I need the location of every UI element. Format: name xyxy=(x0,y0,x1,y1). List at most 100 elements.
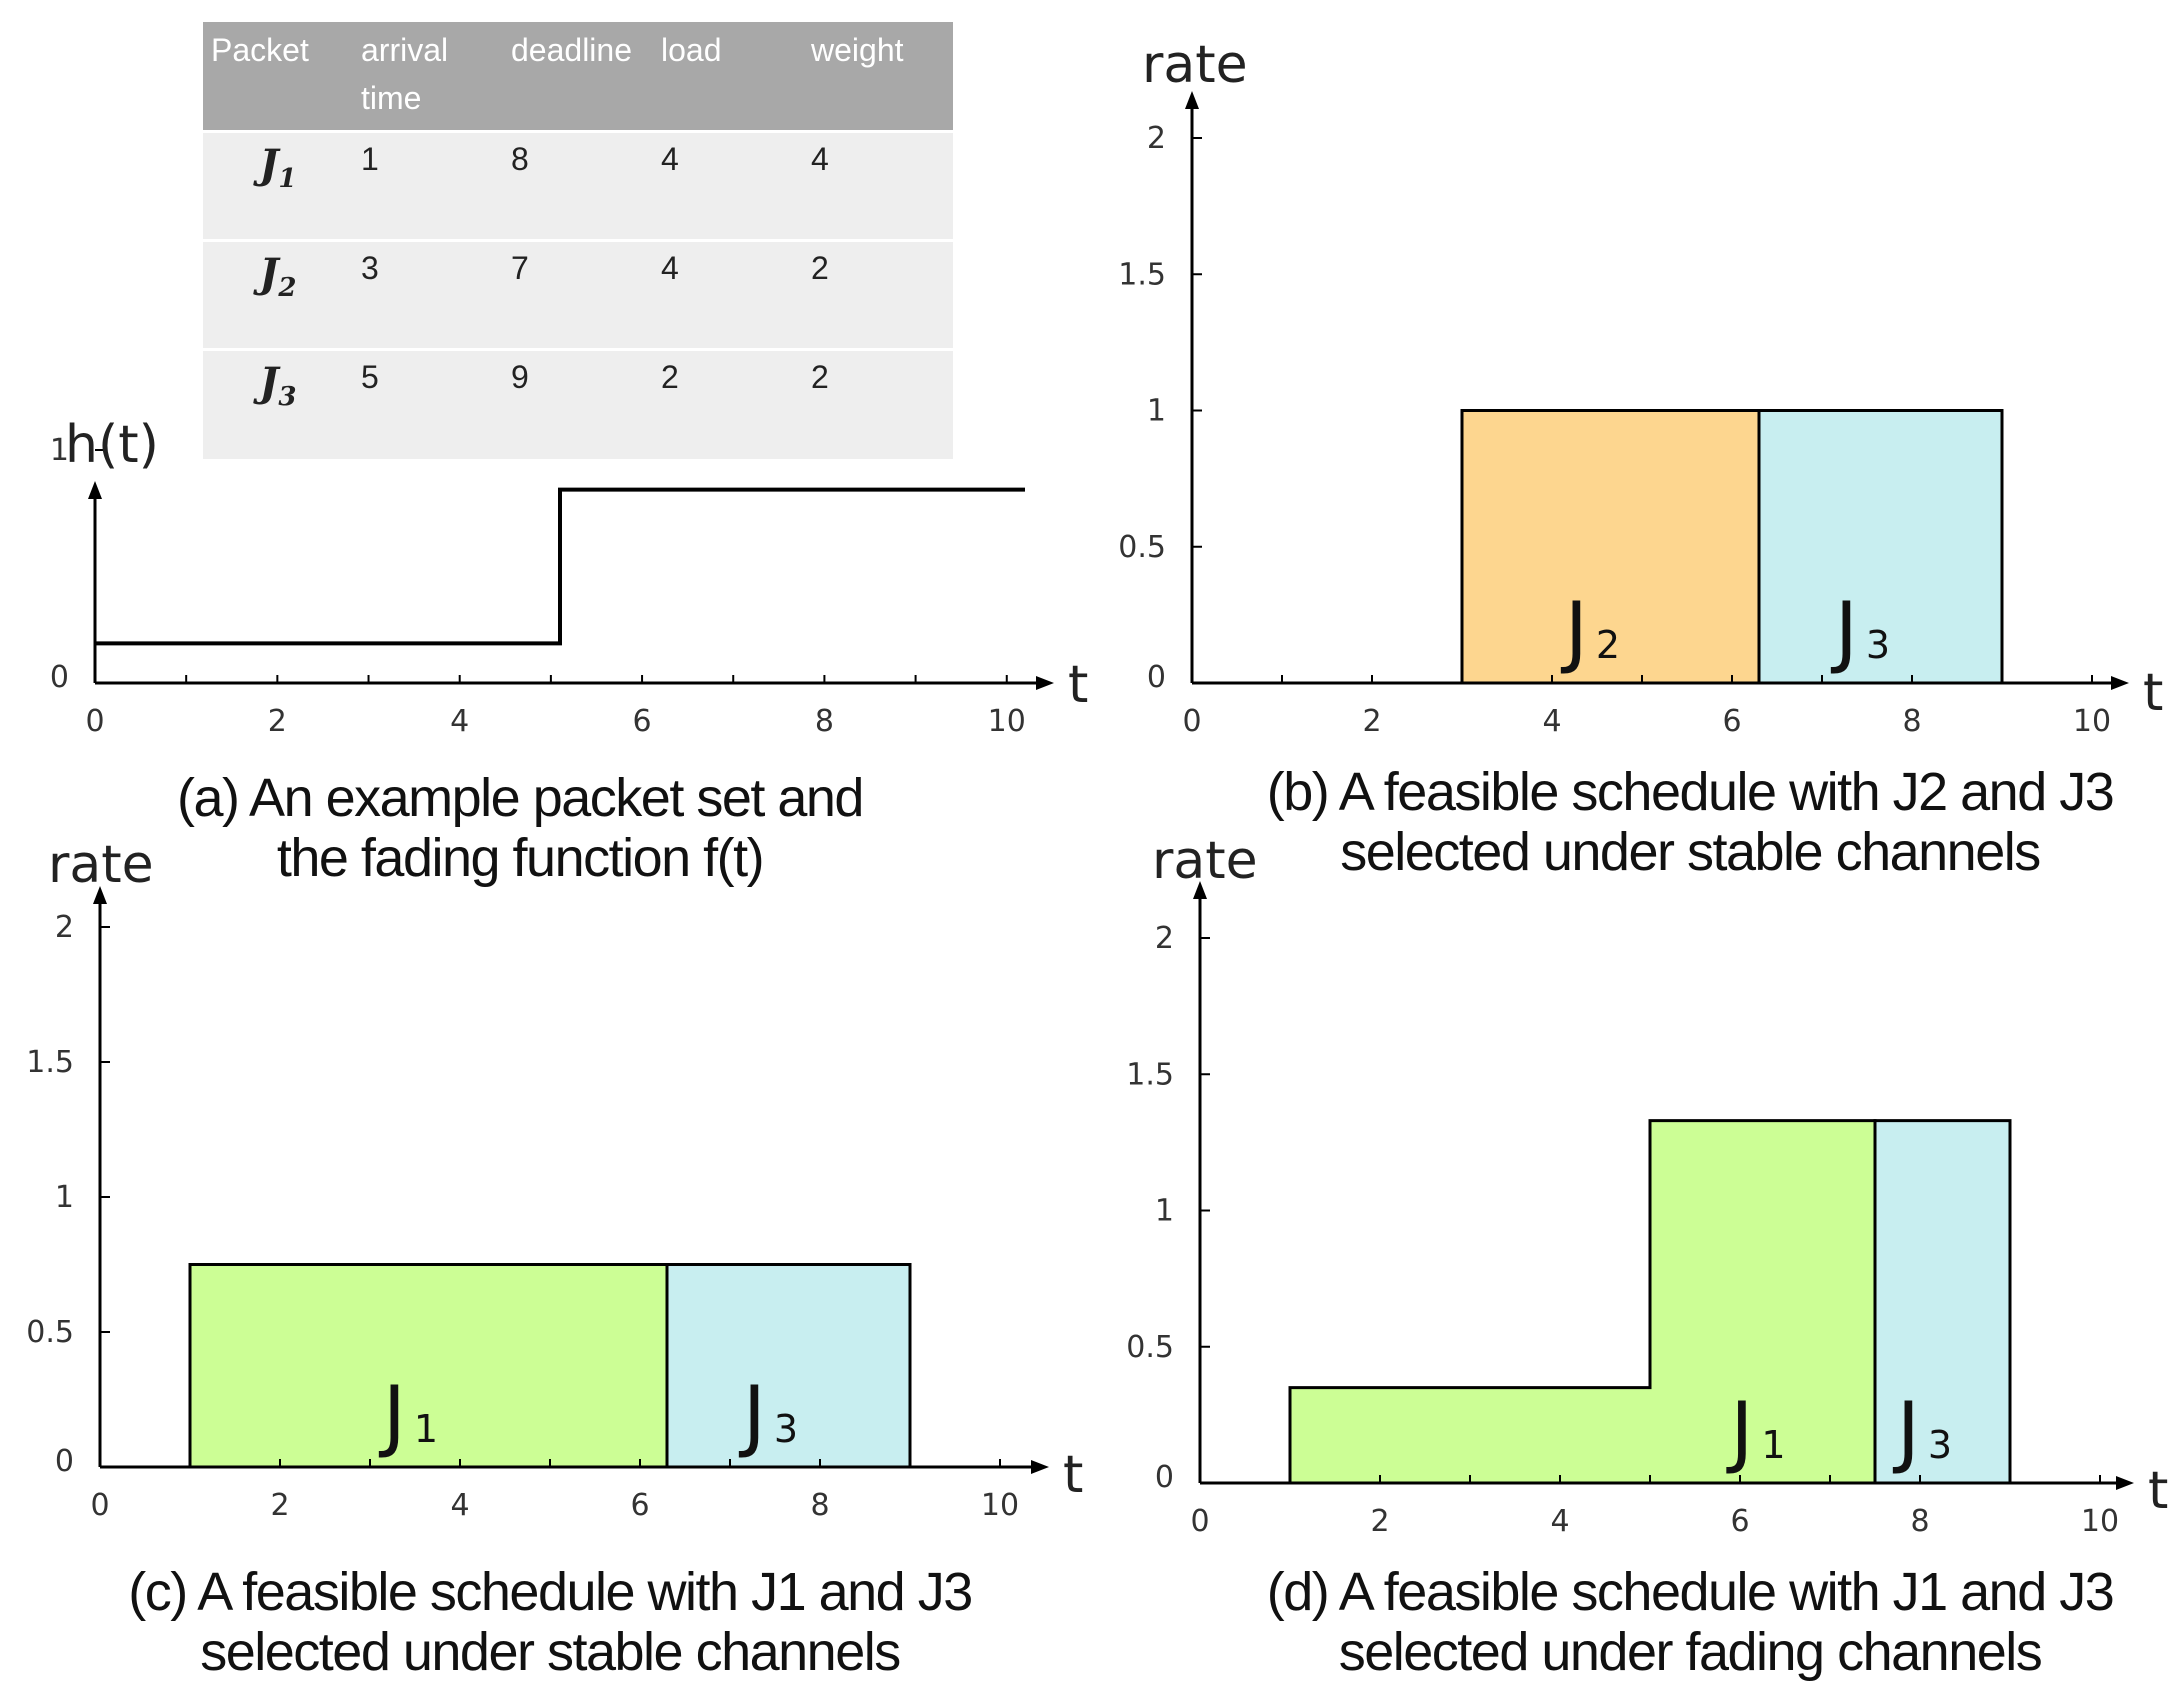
arrival-cell: 3 xyxy=(353,239,503,350)
deadline-cell: 8 xyxy=(503,130,653,241)
caption-d: (d) A feasible schedule with J1 and J3 s… xyxy=(1240,1562,2140,1682)
y-tick-label: 2 xyxy=(1155,921,1174,956)
y-tick-label: 0.5 xyxy=(1118,530,1166,565)
chart-c: J 1 J 3 0 2 4 6 8 10 0 0.5 1 1.5 2 rate t xyxy=(0,835,1100,1530)
table-row: J2 3 7 4 2 xyxy=(203,239,953,350)
x-tick-label: 8 xyxy=(815,704,834,739)
x-tick-label: 4 xyxy=(1550,1504,1569,1539)
fading-function-plot: 0 2 4 6 8 10 0 1h(t) t xyxy=(50,415,1088,739)
schedule-block-J1 xyxy=(1288,1119,1877,1485)
x-axis-arrow xyxy=(2111,676,2129,690)
y-tick-label: 2 xyxy=(1147,121,1166,156)
x-tick-label: 2 xyxy=(270,1488,289,1523)
x-axis-arrow xyxy=(1036,676,1054,690)
packet-name: J3 xyxy=(203,348,353,459)
weight-cell: 4 xyxy=(803,130,953,241)
caption-c-line2: selected under stable channels xyxy=(200,1622,901,1682)
chart-a: 0 2 4 6 8 10 0 1 h(t) t xyxy=(0,415,1100,750)
y-tick-label: 0 xyxy=(1155,1460,1174,1495)
x-tick-label: 10 xyxy=(988,704,1026,739)
fading-line xyxy=(95,487,1025,646)
table-row: J3 5 9 2 2 xyxy=(203,348,953,459)
col-header-deadline: deadline xyxy=(503,22,653,132)
x-axis-label: t xyxy=(1063,1445,1083,1505)
y-tick-label: 0 xyxy=(55,1444,74,1479)
arrival-cell: 5 xyxy=(353,348,503,459)
x-tick-label: 0 xyxy=(90,1488,109,1523)
x-tick-label: 0 xyxy=(1182,704,1201,739)
x-tick-label: 0 xyxy=(1190,1504,1209,1539)
caption-b: (b) A feasible schedule with J2 and J3 s… xyxy=(1240,762,2140,882)
caption-a: (a) An example packet set and the fading… xyxy=(80,768,960,888)
y-axis-label: rate xyxy=(1152,831,1258,891)
x-tick-label: 4 xyxy=(450,704,469,739)
y-tick-label: 1 xyxy=(1155,1194,1174,1229)
chart-b: J 2 J 3 0 2 4 6 8 10 0 0.5 1 1.5 2 rate t xyxy=(1100,20,2181,760)
x-tick-label: 4 xyxy=(1542,704,1561,739)
block-label-subscript: 1 xyxy=(414,1407,438,1451)
x-tick-label: 4 xyxy=(450,1488,469,1523)
y-tick-label: 1 xyxy=(1147,394,1166,429)
x-axis-label: t xyxy=(2143,663,2163,723)
y-axis-arrow xyxy=(88,481,102,499)
y-axis-arrow xyxy=(1193,881,1207,899)
x-tick-label: 8 xyxy=(1910,1504,1929,1539)
block-label-subscript: 1 xyxy=(1761,1423,1785,1467)
load-cell: 4 xyxy=(653,130,803,241)
deadline-cell: 7 xyxy=(503,239,653,350)
y-tick-label: 1 xyxy=(50,433,69,468)
table-row: J1 1 8 4 4 xyxy=(203,130,953,241)
packet-table: Packet arrival time deadline load weight… xyxy=(203,22,953,459)
col-header-load: load xyxy=(653,22,803,132)
x-tick-label: 0 xyxy=(85,704,104,739)
x-tick-label: 6 xyxy=(633,704,652,739)
arrival-cell: 1 xyxy=(353,130,503,241)
packet-table-header: Packet arrival time deadline load weight xyxy=(203,22,953,132)
y-axis-arrow xyxy=(1185,91,1199,109)
col-header-packet: Packet xyxy=(203,22,353,132)
x-axis-arrow xyxy=(2116,1476,2134,1490)
weight-cell: 2 xyxy=(803,348,953,459)
block-label-subscript: 2 xyxy=(1596,623,1620,667)
y-axis-arrow xyxy=(93,886,107,904)
block-label-subscript: 3 xyxy=(774,1407,798,1451)
col-header-weight: weight xyxy=(803,22,953,132)
caption-b-line2: selected under stable channels xyxy=(1340,822,2041,882)
block-label-subscript: 3 xyxy=(1866,623,1890,667)
y-axis-label: rate xyxy=(1142,35,1248,95)
load-cell: 4 xyxy=(653,239,803,350)
caption-a-line2: the fading function f(t) xyxy=(276,828,765,888)
y-tick-label: 0 xyxy=(1147,660,1166,695)
y-tick-label: 1.5 xyxy=(26,1045,74,1080)
block-label-subscript: 3 xyxy=(1928,1423,1952,1467)
x-tick-label: 8 xyxy=(1902,704,1921,739)
caption-d-line2: selected under fading channels xyxy=(1338,1622,2043,1682)
caption-c-line1: (c) A feasible schedule with J1 and J3 xyxy=(128,1562,973,1622)
col-header-arrival: arrival time xyxy=(353,22,503,132)
x-axis-arrow xyxy=(1031,1460,1049,1474)
y-tick-label: 0 xyxy=(50,660,69,695)
x-tick-label: 2 xyxy=(1362,704,1381,739)
x-tick-label: 8 xyxy=(810,1488,829,1523)
weight-cell: 2 xyxy=(803,239,953,350)
x-tick-label: 10 xyxy=(2081,1504,2119,1539)
deadline-cell: 9 xyxy=(503,348,653,459)
y-tick-label: 1.5 xyxy=(1126,1057,1174,1092)
x-axis-label: t xyxy=(1068,655,1088,715)
x-tick-label: 10 xyxy=(981,1488,1019,1523)
x-tick-label: 2 xyxy=(1370,1504,1389,1539)
load-cell: 2 xyxy=(653,348,803,459)
caption-b-line1: (b) A feasible schedule with J2 and J3 xyxy=(1266,762,2115,822)
caption-a-line1: (a) An example packet set and xyxy=(177,768,864,828)
y-axis-label: h(t) xyxy=(65,415,159,475)
x-axis-label: t xyxy=(2148,1461,2168,1521)
y-axis-label: rate xyxy=(48,835,154,895)
y-tick-label: 0.5 xyxy=(26,1315,74,1350)
x-tick-label: 6 xyxy=(1730,1504,1749,1539)
caption-c: (c) A feasible schedule with J1 and J3 s… xyxy=(100,1562,1000,1682)
packet-name: J2 xyxy=(203,239,353,350)
packet-name: J1 xyxy=(203,130,353,241)
